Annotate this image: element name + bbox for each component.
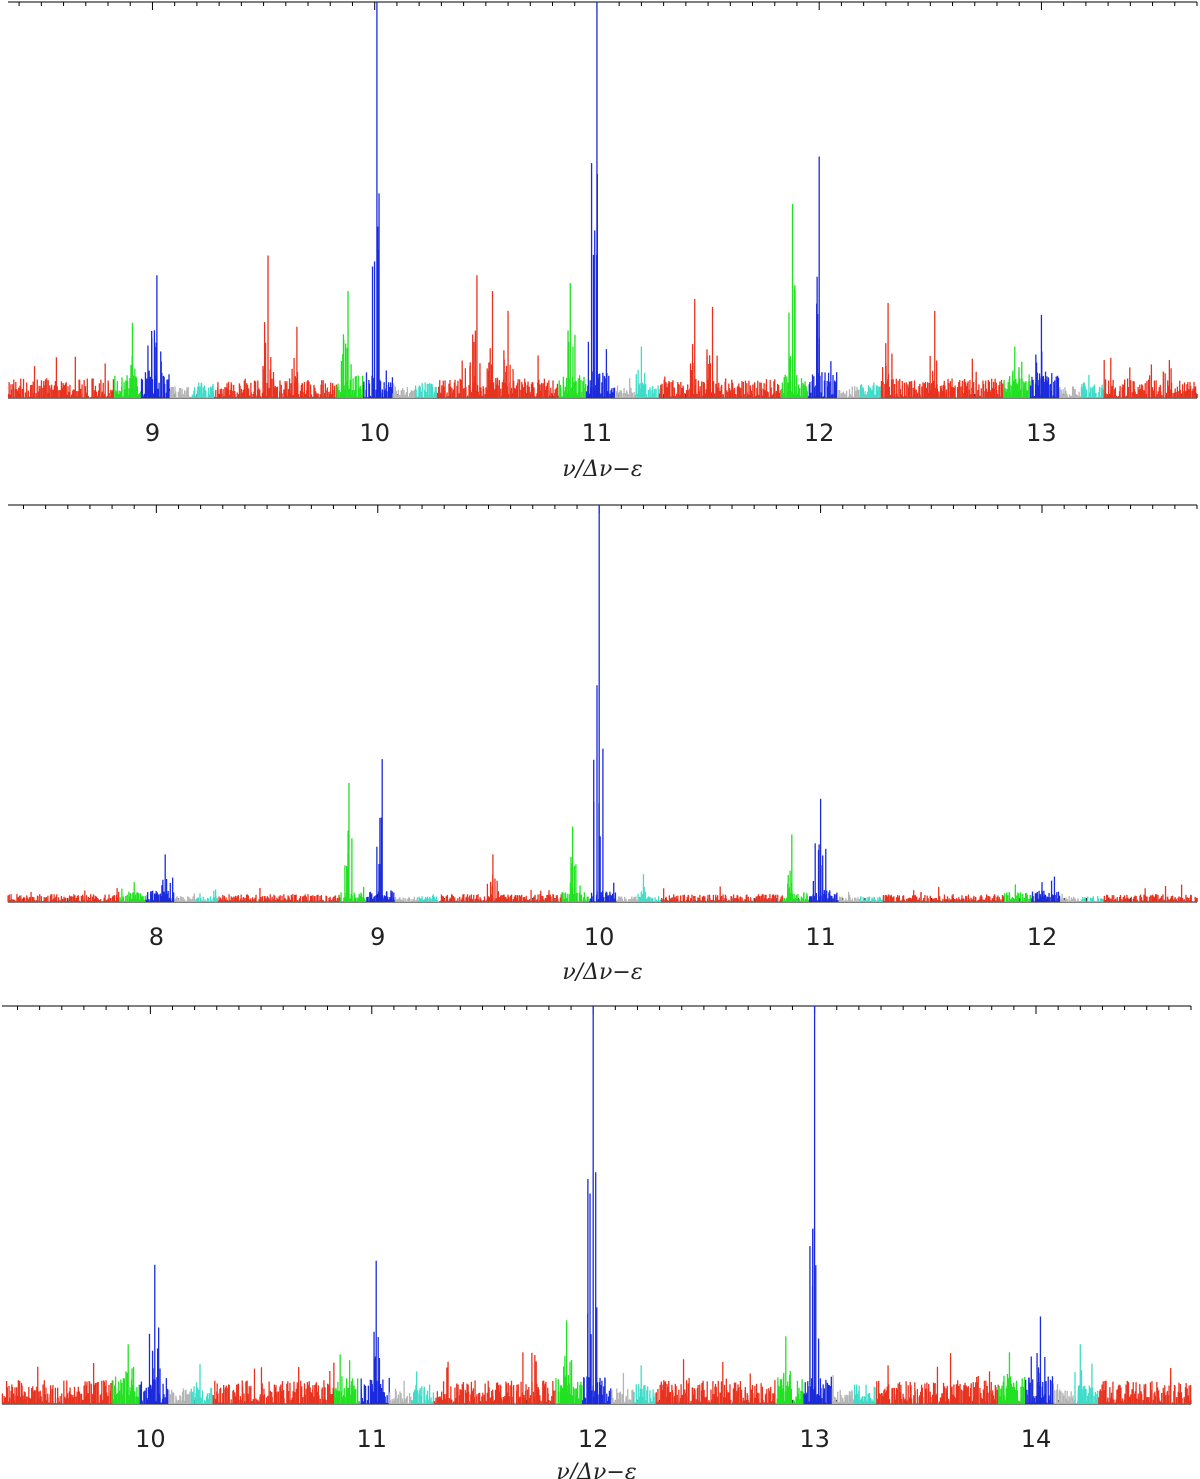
x-tick-label: 8 [149,923,164,951]
x-tick-label: 11 [582,419,613,447]
x-tick-label: 13 [799,1425,830,1453]
noise-spikes [7,876,1198,902]
x-tick-label: 9 [370,923,385,951]
spectrum-panel-3: 10 11 12 13 14 ν/Δν−ε [1,1005,1192,1479]
x-tick-label: 12 [1027,923,1058,951]
peak-group [126,2,1044,398]
x-tick-label: 13 [1026,419,1057,447]
x-axis-label: ν/Δν−ε [562,960,642,985]
x-tick-label: 14 [1021,1425,1052,1453]
spectrum-panel-2: 8 9 10 11 12 ν/Δν−ε [7,504,1198,985]
x-tick-label: 10 [135,1425,166,1453]
x-tick-label: 9 [145,419,160,447]
x-tick-label: 11 [805,923,836,951]
x-axis-label: ν/Δν−ε [556,1460,636,1479]
x-tick-label: 10 [584,923,615,951]
peak-group [128,505,1047,902]
x-axis-label: ν/Δν−ε [562,457,642,482]
x-tick-label: 10 [359,419,390,447]
spectrum-panel-1: 9 10 11 12 13 ν/Δν−ε [7,1,1198,482]
peak-group [122,1006,1087,1404]
x-tick-label: 12 [578,1425,609,1453]
noise-spikes [7,341,1197,398]
x-tick-label: 12 [804,419,835,447]
x-tick-label: 11 [356,1425,387,1453]
